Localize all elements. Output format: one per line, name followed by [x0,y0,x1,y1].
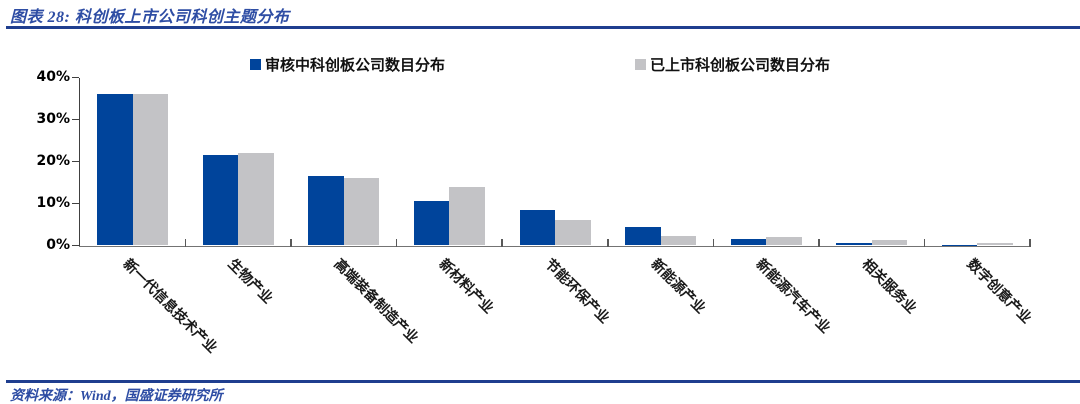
y-axis-tick [71,244,79,247]
bar-listed [132,94,169,246]
x-axis-tick [184,238,187,247]
x-axis-tick [818,238,820,247]
y-tick-label: 0% [46,236,70,253]
top-divider-line [6,26,1080,29]
bar-reviewing [413,201,450,246]
x-axis-line [78,245,1030,247]
x-category-label: 新材料产业 [436,256,497,317]
x-category-label: 新能源汽车产业 [752,256,833,337]
chart-title: 图表 28: 科创板上市公司科创主题分布 [10,9,290,26]
bottom-divider-line [6,380,1080,383]
legend-item-listed: 已上市科创板公司数目分布 [635,54,830,75]
bar-listed [343,178,380,246]
bar-listed [871,240,908,246]
bar-listed [238,153,274,246]
x-category-label: 新一代信息技术产业 [119,256,220,357]
legend-label-listed: 已上市科创板公司数目分布 [650,58,831,74]
bar-reviewing [97,94,133,246]
y-tick-label: 20% [36,152,70,169]
x-axis-tick [290,238,292,247]
bar-reviewing [202,155,239,246]
legend-swatch-gray-icon [635,59,646,70]
x-axis-tick [1029,238,1031,247]
bar-reviewing [519,209,555,246]
bar-reviewing [941,244,978,246]
bar-listed [977,243,1013,246]
x-category-label: 数字创意产业 [963,256,1034,327]
bar-listed [449,186,485,246]
y-axis-tick [71,76,79,79]
x-category-label: 新能源产业 [647,256,708,317]
x-axis-tick [712,238,715,247]
y-axis-line [78,77,80,247]
bar-listed [660,236,697,246]
x-axis-tick [923,238,926,247]
bar-listed [555,220,591,246]
x-category-label: 高端装备制造产业 [330,256,421,347]
y-axis-tick [71,160,79,163]
bar-reviewing [625,226,661,246]
x-category-label: 相关服务业 [858,256,919,317]
y-tick-label: 10% [36,194,70,211]
legend-label-reviewing: 审核中科创板公司数目分布 [265,58,446,74]
y-tick-label: 40% [36,68,70,85]
bar-listed [766,237,802,246]
x-category-label: 生物产业 [224,256,276,307]
legend-swatch-blue-icon [250,59,261,70]
bar-reviewing [836,243,872,246]
x-axis-tick [501,238,503,247]
bar-reviewing [308,176,344,246]
source-note: 资料来源：Wind，国盛证券研究所 [10,389,223,404]
y-tick-label: 30% [36,110,70,127]
legend-item-reviewing: 审核中科创板公司数目分布 [250,54,445,75]
bar-reviewing [730,239,767,246]
x-axis-tick [607,238,609,247]
x-axis-tick [395,238,398,247]
y-axis-tick [71,202,79,205]
x-category-label: 节能环保产业 [541,256,612,327]
y-axis-tick [71,118,79,121]
